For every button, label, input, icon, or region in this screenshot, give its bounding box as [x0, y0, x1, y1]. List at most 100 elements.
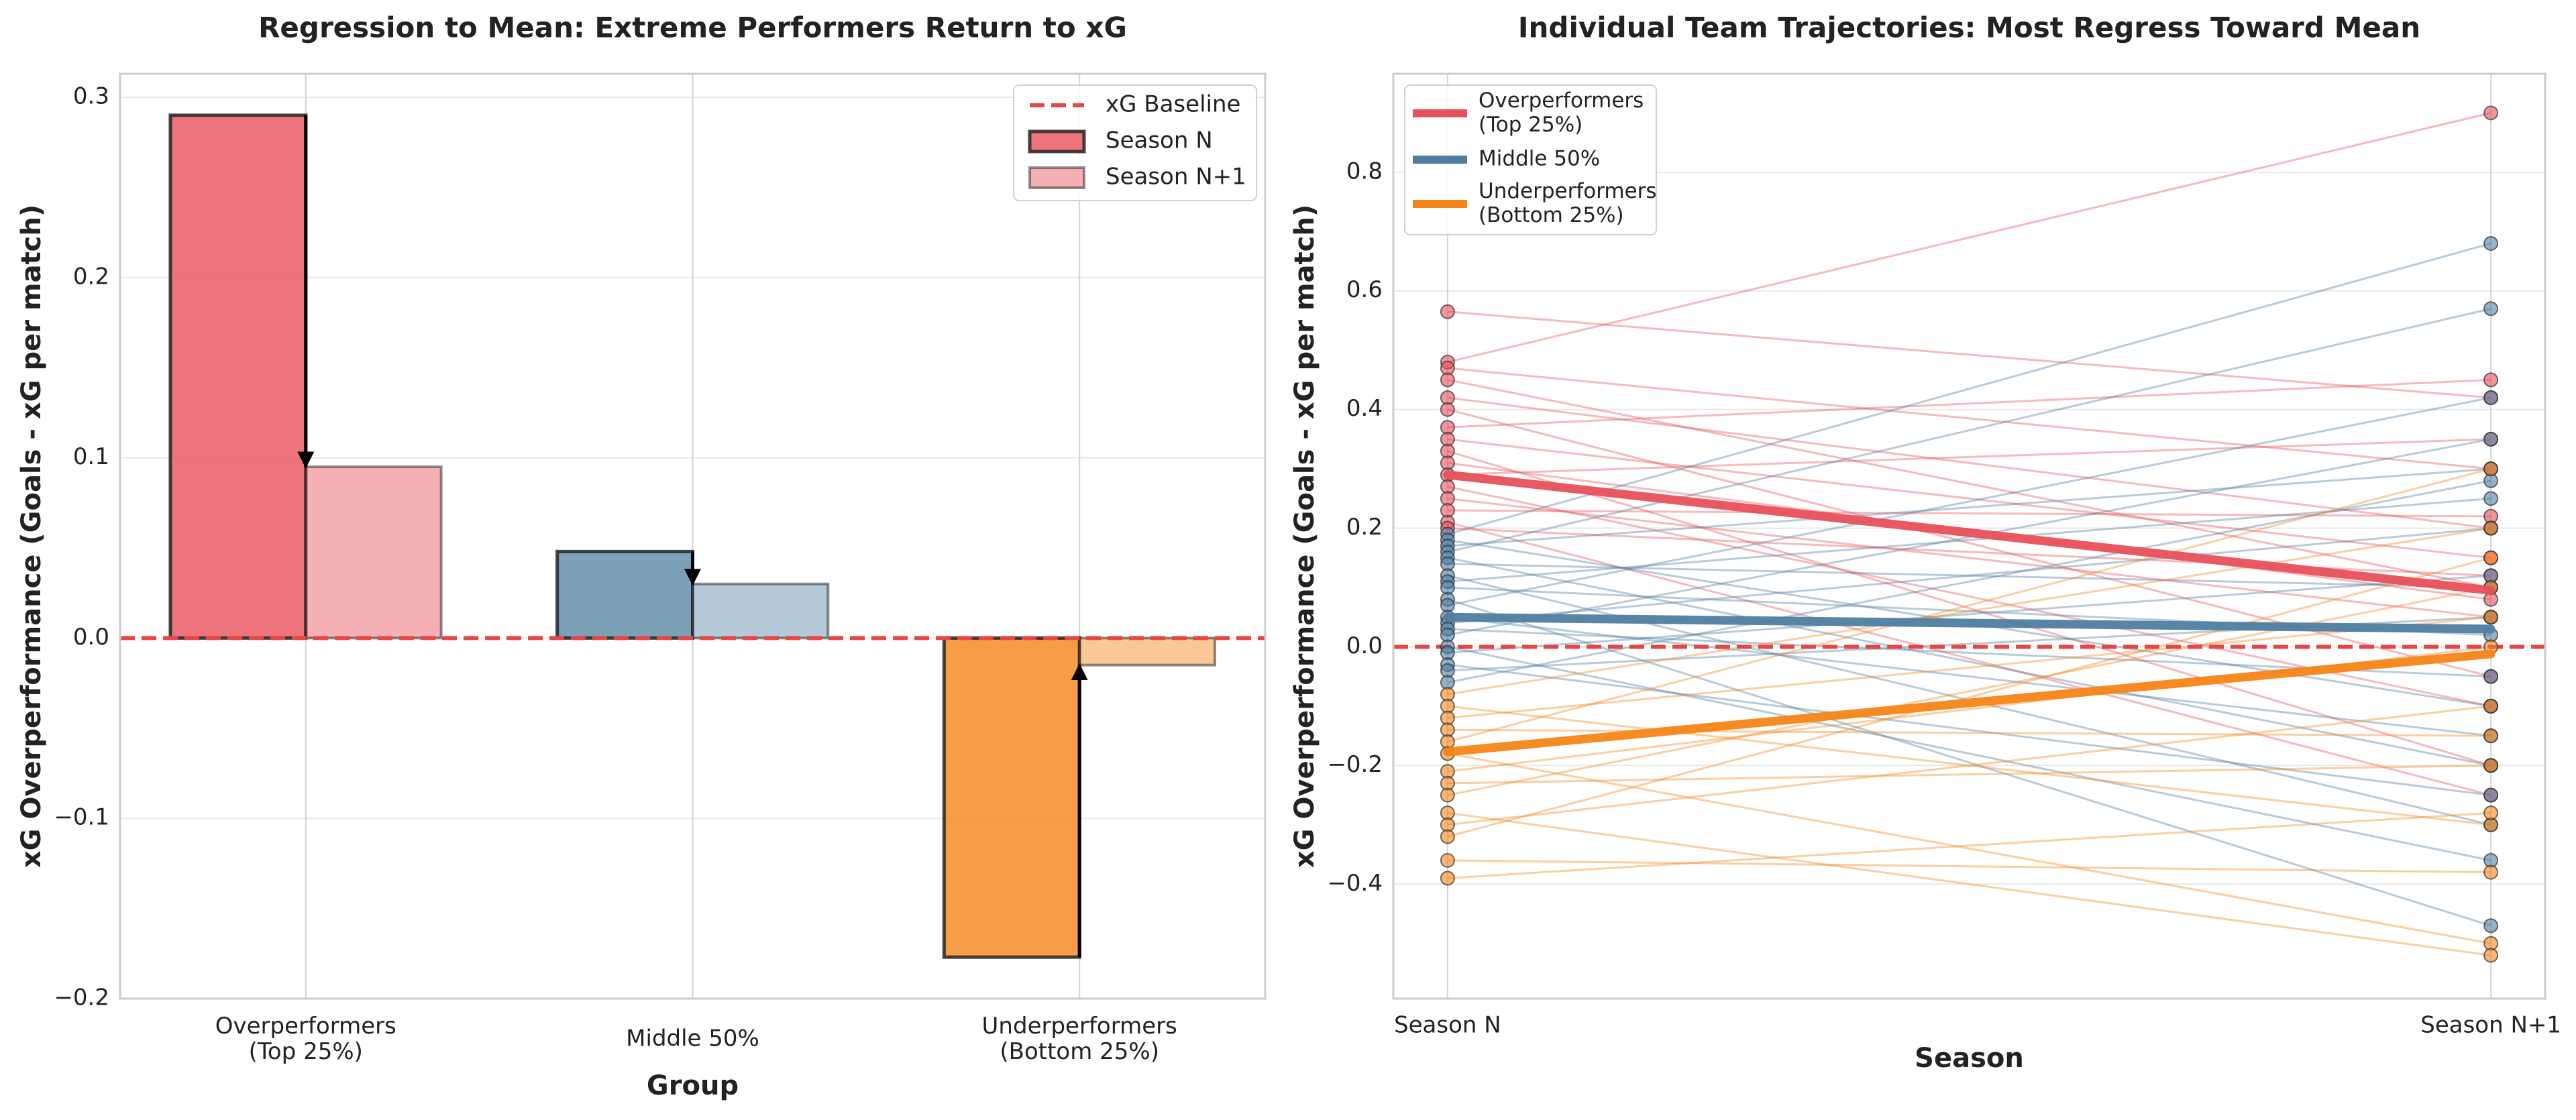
plot-border: [119, 72, 1267, 1000]
team-trajectory: [1447, 311, 2491, 399]
team-point: [2483, 948, 2499, 963]
bar: [942, 636, 1081, 959]
bar: [168, 113, 308, 640]
team-trajectory: [1447, 705, 2491, 826]
team-point: [1440, 871, 1455, 886]
x-axis-label: Group: [647, 1070, 739, 1101]
group-mean-line: [1443, 612, 2496, 634]
plot-border: [1392, 72, 2546, 1000]
team-point: [1440, 787, 1455, 803]
x-tick-label: Season N+1: [2420, 1012, 2561, 1039]
legend-label: Underperformers (Bottom 25%): [1479, 179, 1657, 227]
bar: [1078, 636, 1217, 667]
team-point: [2483, 805, 2499, 821]
team-trajectory: [1447, 396, 2491, 530]
chart-title: Regression to Mean: Extreme Performers R…: [258, 11, 1127, 44]
team-trajectory: [1447, 663, 2491, 797]
bar: [555, 549, 695, 640]
team-trajectory: [1447, 111, 2491, 363]
team-trajectory: [1447, 527, 2491, 624]
team-point: [1440, 372, 1455, 388]
team-trajectory: [1447, 378, 2491, 429]
team-trajectory: [1447, 574, 2491, 654]
team-trajectory: [1447, 486, 2491, 708]
y-tick-label: −0.1: [54, 804, 109, 831]
group-mean-line: [1443, 470, 2496, 595]
team-trajectory: [1447, 752, 2491, 945]
legend-label: Season N: [1106, 127, 1213, 154]
team-trajectory: [1447, 645, 2491, 862]
team-trajectory: [1447, 705, 2491, 826]
team-trajectory: [1447, 408, 2491, 678]
bar: [304, 465, 443, 640]
team-trajectory: [1447, 242, 2491, 535]
y-tick-label: 0.6: [1346, 276, 1383, 303]
team-trajectory: [1447, 467, 2491, 547]
x-tick-label: Season N: [1394, 1012, 1501, 1039]
y-tick-label: −0.2: [54, 985, 109, 1011]
team-trajectory: [1447, 616, 2491, 737]
legend-handle: [1028, 166, 1085, 189]
y-tick-label: 0.3: [73, 82, 109, 109]
team-trajectory: [1447, 438, 2491, 636]
team-trajectory: [1447, 728, 2491, 737]
y-tick-label: −0.4: [1327, 870, 1383, 897]
team-point: [2483, 372, 2499, 388]
team-point: [2483, 235, 2499, 251]
team-point: [2483, 520, 2499, 536]
team-trajectory: [1447, 438, 2491, 476]
y-tick-label: 0.1: [73, 443, 109, 470]
team-point: [1440, 852, 1455, 868]
legend-label: Middle 50%: [1479, 147, 1600, 171]
x-tick-label: Overperformers (Top 25%): [215, 1013, 396, 1065]
team-trajectory: [1447, 764, 2491, 785]
team-trajectory: [1447, 450, 2491, 767]
y-tick-label: 0.2: [1346, 514, 1383, 541]
chart-title: Individual Team Trajectories: Most Regre…: [1518, 11, 2420, 44]
y-tick-label: 0.4: [1346, 395, 1383, 422]
team-point: [1440, 402, 1455, 417]
team-point: [2483, 390, 2499, 405]
team-point: [1440, 304, 1455, 319]
team-trajectory: [1447, 527, 2491, 695]
y-tick-label: −0.2: [1327, 751, 1383, 778]
legend-handle: [1028, 129, 1086, 154]
team-trajectory: [1447, 598, 2491, 927]
team-trajectory: [1447, 378, 2491, 589]
team-point: [2483, 758, 2499, 773]
y-axis-label: xG Overperformance (Goals - xG per match…: [16, 205, 47, 868]
legend-label: Overperformers (Top 25%): [1479, 89, 1644, 137]
y-axis-label: xG Overperformance (Goals - xG per match…: [1289, 205, 1320, 868]
team-point: [2483, 461, 2499, 477]
team-trajectory: [1447, 811, 2491, 879]
y-tick-label: 0.8: [1346, 158, 1383, 184]
team-point: [2483, 864, 2499, 880]
group-mean-line: [1443, 649, 2496, 757]
team-trajectory: [1447, 586, 2491, 797]
team-trajectory: [1447, 509, 2491, 518]
x-tick-label: Underperformers (Bottom 25%): [982, 1013, 1177, 1065]
x-tick-label: Middle 50%: [626, 1025, 759, 1052]
team-trajectory: [1447, 811, 2491, 956]
team-point: [2483, 491, 2499, 506]
team-trajectory: [1447, 438, 2491, 559]
team-trajectory: [1447, 557, 2491, 838]
team-point: [2483, 669, 2499, 684]
team-point: [2483, 610, 2499, 625]
y-tick-label: 0.0: [73, 624, 109, 651]
legend-box: [1013, 85, 1257, 201]
y-tick-label: 0.0: [1346, 632, 1383, 659]
legend-label: Season N+1: [1106, 164, 1246, 190]
y-tick-label: 0.2: [73, 263, 109, 290]
legend-label: xG Baseline: [1106, 91, 1240, 118]
team-point: [1440, 829, 1455, 844]
team-point: [2483, 550, 2499, 565]
team-trajectory: [1447, 557, 2491, 767]
team-point: [2483, 301, 2499, 317]
team-trajectory: [1447, 307, 2491, 553]
team-point: [2483, 698, 2499, 714]
team-point: [2483, 105, 2499, 121]
team-trajectory: [1447, 859, 2491, 874]
team-point: [2483, 728, 2499, 744]
